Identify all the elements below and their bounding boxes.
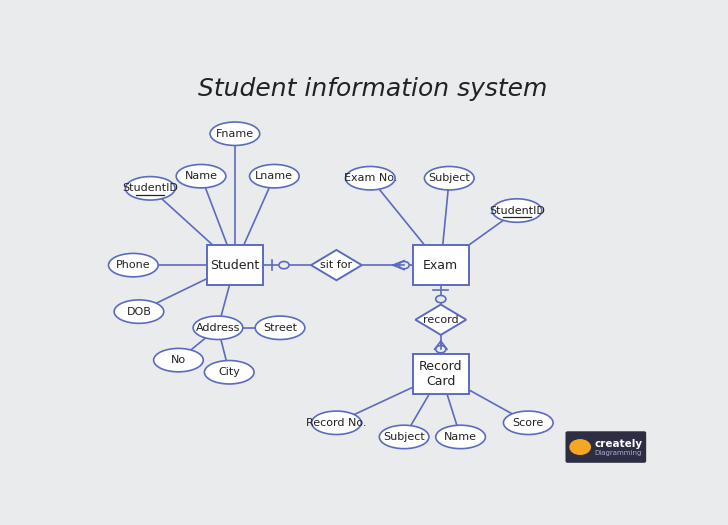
Text: Record No.: Record No. [306, 418, 367, 428]
Text: Exam: Exam [423, 259, 459, 271]
Ellipse shape [193, 316, 242, 340]
FancyBboxPatch shape [566, 431, 646, 463]
Ellipse shape [492, 199, 542, 222]
Ellipse shape [154, 349, 203, 372]
Circle shape [279, 261, 289, 269]
Text: Name: Name [184, 171, 218, 181]
Text: DOB: DOB [127, 307, 151, 317]
Ellipse shape [108, 254, 158, 277]
Text: Subject: Subject [428, 173, 470, 183]
Text: StudentID: StudentID [489, 206, 545, 216]
Ellipse shape [176, 164, 226, 188]
Text: No: No [171, 355, 186, 365]
Ellipse shape [250, 164, 299, 188]
Ellipse shape [312, 411, 361, 435]
Circle shape [399, 261, 409, 269]
Text: record: record [423, 314, 459, 324]
Text: StudentID: StudentID [122, 183, 178, 193]
Ellipse shape [205, 361, 254, 384]
Text: Street: Street [263, 323, 297, 333]
Ellipse shape [114, 300, 164, 323]
Text: Diagramming: Diagramming [595, 450, 642, 456]
Text: Lname: Lname [256, 171, 293, 181]
FancyBboxPatch shape [207, 245, 263, 286]
Ellipse shape [346, 166, 395, 190]
Ellipse shape [436, 425, 486, 449]
Ellipse shape [504, 411, 553, 435]
Text: Address: Address [196, 323, 240, 333]
Text: Score: Score [513, 418, 544, 428]
Text: Exam No.: Exam No. [344, 173, 397, 183]
Circle shape [436, 345, 446, 353]
Circle shape [570, 440, 590, 454]
Text: Fname: Fname [215, 129, 254, 139]
Ellipse shape [379, 425, 429, 449]
Ellipse shape [125, 176, 175, 200]
Text: Phone: Phone [116, 260, 151, 270]
Polygon shape [311, 250, 362, 280]
Text: Record
Card: Record Card [419, 360, 462, 388]
Text: Student information system: Student information system [199, 77, 547, 101]
FancyBboxPatch shape [413, 354, 469, 394]
Text: sit for: sit for [320, 260, 352, 270]
Polygon shape [416, 304, 466, 335]
Circle shape [436, 296, 446, 303]
FancyBboxPatch shape [413, 245, 469, 286]
Ellipse shape [424, 166, 474, 190]
Text: Student: Student [210, 259, 259, 271]
Text: City: City [218, 368, 240, 377]
Text: Subject: Subject [383, 432, 425, 442]
Text: creately: creately [595, 439, 643, 449]
Ellipse shape [256, 316, 305, 340]
Ellipse shape [210, 122, 260, 145]
Text: Name: Name [444, 432, 477, 442]
